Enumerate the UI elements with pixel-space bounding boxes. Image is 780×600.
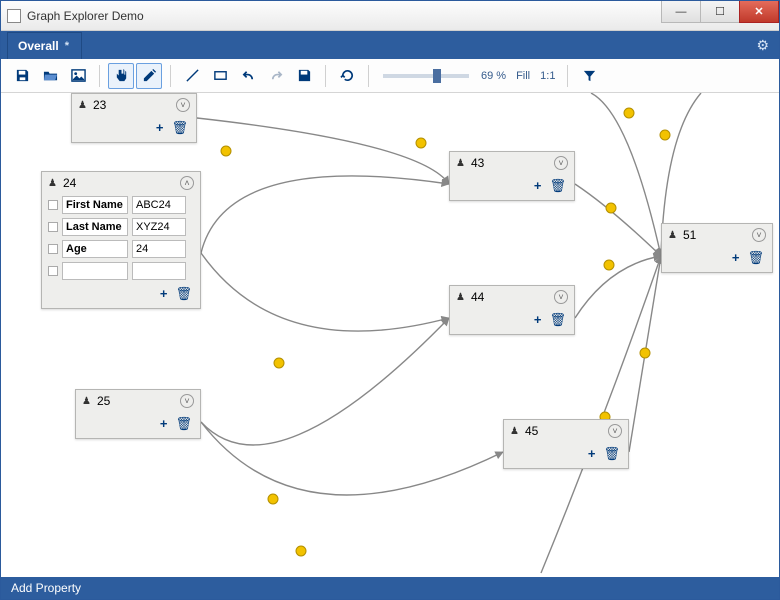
status-bar: Add Property — [1, 577, 779, 599]
person-icon: ♟ — [456, 292, 465, 303]
graph-node-n45[interactable]: ♟ 45 ˅ + 🗑 — [503, 419, 629, 469]
toolbar: 69 % Fill 1:1 — [1, 59, 779, 93]
prop-key-input[interactable] — [62, 240, 128, 258]
window-title: Graph Explorer Demo — [27, 9, 662, 23]
redo-icon[interactable] — [263, 63, 289, 89]
node-label: 45 — [525, 424, 538, 438]
node-label: 24 — [63, 176, 76, 190]
rect-tool-icon[interactable] — [207, 63, 233, 89]
maximize-button[interactable]: ☐ — [700, 1, 740, 23]
status-text: Add Property — [11, 581, 81, 595]
property-row — [42, 194, 200, 216]
tab-label: Overall — [18, 39, 59, 53]
property-row — [42, 260, 200, 282]
add-icon[interactable]: + — [156, 120, 164, 136]
edit-tool-icon[interactable] — [136, 63, 162, 89]
property-row — [42, 216, 200, 238]
delete-icon[interactable]: 🗑 — [747, 250, 764, 266]
graph-node-n24[interactable]: ♟ 24 ˄ + 🗑 — [41, 171, 201, 309]
delete-icon[interactable]: 🗑 — [175, 416, 192, 432]
chevron-icon[interactable]: ˅ — [608, 424, 622, 438]
image-icon[interactable] — [65, 63, 91, 89]
delete-icon[interactable]: 🗑 — [171, 120, 188, 136]
graph-node-n23[interactable]: ♟ 23 ˅ + 🗑 — [71, 93, 197, 143]
prop-val-input[interactable] — [132, 240, 186, 258]
add-icon[interactable]: + — [534, 178, 542, 194]
minimize-button[interactable]: — — [661, 1, 701, 23]
graph-node-n43[interactable]: ♟ 43 ˅ + 🗑 — [449, 151, 575, 201]
graph-node-n44[interactable]: ♟ 44 ˅ + 🗑 — [449, 285, 575, 335]
chevron-icon[interactable]: ˅ — [176, 98, 190, 112]
property-row — [42, 238, 200, 260]
dirty-indicator: * — [65, 40, 69, 52]
add-icon[interactable]: + — [160, 416, 168, 432]
chevron-icon[interactable]: ˅ — [180, 394, 194, 408]
delete-icon[interactable]: 🗑 — [603, 446, 620, 462]
tab-overall[interactable]: Overall * — [7, 32, 82, 59]
save-all-icon[interactable] — [291, 63, 317, 89]
graph-canvas[interactable]: ♟ 23 ˅ + 🗑 ♟ 24 ˄ + 🗑 ♟ 25 ˅ + 🗑 ♟ 43 ˅ + 🗑 ♟ 44 ˅ + 🗑 ♟ 45 ˅ + 🗑 ♟ 51 ˅… — [1, 93, 779, 577]
prop-val-input[interactable] — [132, 196, 186, 214]
chevron-icon[interactable]: ˄ — [180, 176, 194, 190]
fill-button[interactable]: Fill — [516, 70, 530, 82]
delete-icon[interactable]: 🗑 — [549, 312, 566, 328]
delete-icon[interactable]: 🗑 — [175, 286, 192, 302]
add-icon[interactable]: + — [732, 250, 740, 266]
checkbox[interactable] — [48, 222, 58, 232]
node-label: 25 — [97, 394, 110, 408]
person-icon: ♟ — [82, 396, 91, 407]
line-tool-icon[interactable] — [179, 63, 205, 89]
app-icon — [7, 9, 21, 23]
person-icon: ♟ — [48, 178, 57, 189]
checkbox[interactable] — [48, 266, 58, 276]
node-label: 44 — [471, 290, 484, 304]
save-icon[interactable] — [9, 63, 35, 89]
filter-icon[interactable] — [576, 63, 602, 89]
person-icon: ♟ — [78, 100, 87, 111]
chevron-icon[interactable]: ˅ — [554, 156, 568, 170]
zoom-handle[interactable] — [433, 69, 441, 83]
prop-val-input[interactable] — [132, 262, 186, 280]
node-label: 51 — [683, 228, 696, 242]
graph-node-n25[interactable]: ♟ 25 ˅ + 🗑 — [75, 389, 201, 439]
node-label: 43 — [471, 156, 484, 170]
close-button[interactable]: ✕ — [739, 1, 779, 23]
undo-icon[interactable] — [235, 63, 261, 89]
ratio-button[interactable]: 1:1 — [540, 70, 555, 82]
person-icon: ♟ — [668, 230, 677, 241]
node-label: 23 — [93, 98, 106, 112]
zoom-slider[interactable] — [383, 74, 469, 78]
chevron-icon[interactable]: ˅ — [752, 228, 766, 242]
pan-tool-icon[interactable] — [108, 63, 134, 89]
prop-key-input[interactable] — [62, 218, 128, 236]
tab-bar: Overall * ⚙ — [1, 31, 779, 59]
person-icon: ♟ — [456, 158, 465, 169]
checkbox[interactable] — [48, 244, 58, 254]
add-icon[interactable]: + — [160, 286, 168, 302]
zoom-label: 69 % — [481, 70, 506, 82]
titlebar: Graph Explorer Demo — ☐ ✕ — [1, 1, 779, 31]
prop-key-input[interactable] — [62, 196, 128, 214]
checkbox[interactable] — [48, 200, 58, 210]
delete-icon[interactable]: 🗑 — [549, 178, 566, 194]
chevron-icon[interactable]: ˅ — [554, 290, 568, 304]
graph-node-n51[interactable]: ♟ 51 ˅ + 🗑 — [661, 223, 773, 273]
prop-key-input[interactable] — [62, 262, 128, 280]
edges-layer — [1, 93, 779, 577]
settings-icon[interactable]: ⚙ — [756, 37, 769, 54]
open-icon[interactable] — [37, 63, 63, 89]
prop-val-input[interactable] — [132, 218, 186, 236]
person-icon: ♟ — [510, 426, 519, 437]
add-icon[interactable]: + — [534, 312, 542, 328]
add-icon[interactable]: + — [588, 446, 596, 462]
refresh-icon[interactable] — [334, 63, 360, 89]
